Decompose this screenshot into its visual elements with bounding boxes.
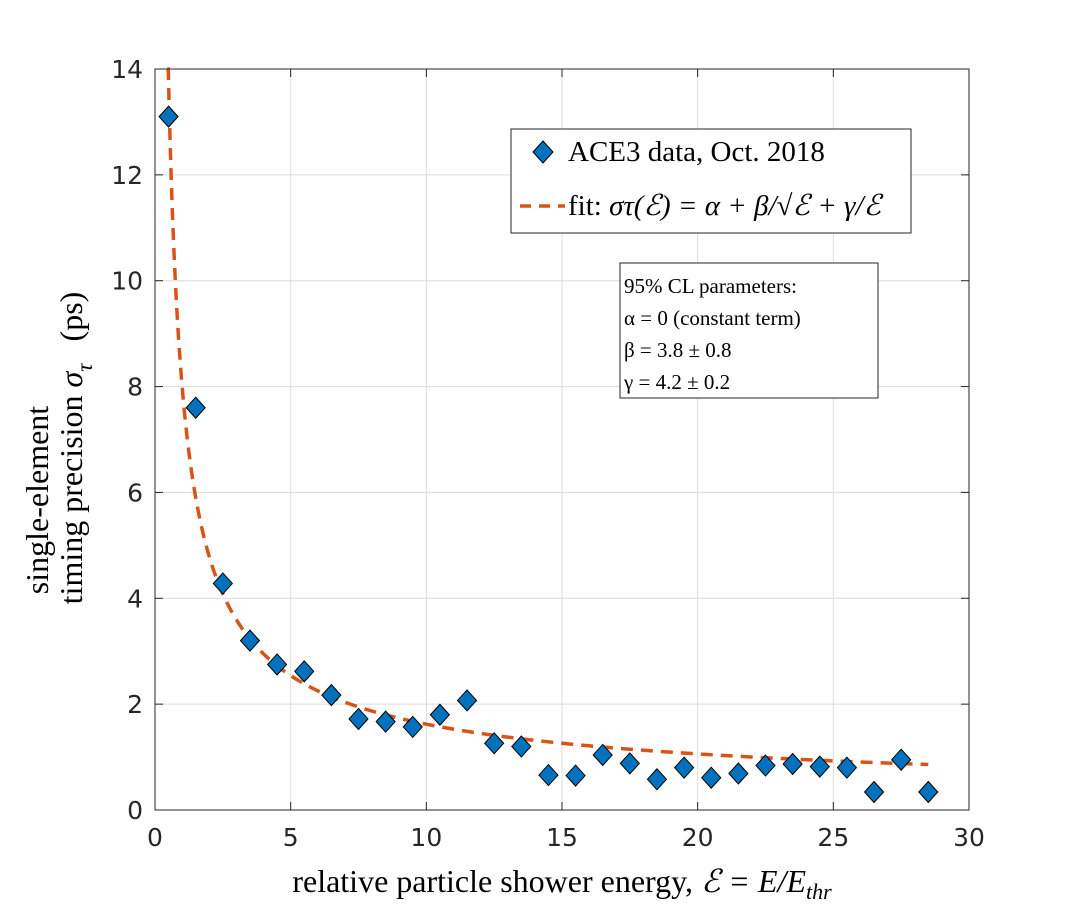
y-tick-label: 14 bbox=[111, 55, 143, 84]
ticks: 0 5 10 15 20 25 30 0 2 4 6 8 10 12 14 bbox=[111, 55, 985, 852]
params-annotation: 95% CL parameters: α = 0 (constant term)… bbox=[619, 262, 879, 399]
x-axis-label-math: ℰ = E/E bbox=[701, 863, 806, 899]
data-point bbox=[863, 780, 885, 804]
legend-fit-formula: στ(ℰ) = α + β/√ℰ + γ/ℰ bbox=[609, 190, 884, 222]
y-axis-units: (ps) bbox=[53, 292, 89, 342]
legend-fit-prefix: fit: bbox=[568, 190, 609, 222]
data-point bbox=[429, 703, 451, 726]
y-axis-sigma: σ bbox=[53, 370, 89, 387]
data-point bbox=[918, 780, 939, 804]
data-point bbox=[673, 756, 695, 779]
legend-marker-diamond bbox=[532, 140, 554, 164]
y-axis-label-text: timing precision bbox=[53, 387, 89, 604]
params-line-3: β = 3.8 ± 0.8 bbox=[624, 338, 732, 362]
params-line-1: 95% CL parameters: bbox=[624, 274, 797, 298]
data-point bbox=[212, 572, 234, 595]
y-axis-tau: τ bbox=[72, 363, 97, 372]
x-axis-label: relative particle shower energy, ℰ = E/E… bbox=[292, 863, 832, 904]
y-axis-label-line2: timing precision στ (ps) bbox=[53, 292, 97, 605]
data-point bbox=[592, 743, 613, 767]
legend: ACE3 data, Oct. 2018 fit: στ(ℰ) = α + β/… bbox=[510, 128, 912, 234]
data-point bbox=[483, 732, 505, 755]
data-point bbox=[890, 748, 912, 771]
y-axis-label-line1: single-element bbox=[19, 406, 55, 594]
data-point bbox=[321, 683, 342, 707]
data-point bbox=[348, 707, 369, 731]
legend-entry-data: ACE3 data, Oct. 2018 bbox=[568, 136, 825, 168]
y-tick-label: 10 bbox=[111, 267, 143, 296]
data-point bbox=[511, 735, 532, 758]
data-point bbox=[755, 754, 776, 777]
x-tick-label: 30 bbox=[953, 823, 985, 852]
data-point bbox=[809, 755, 830, 778]
x-axis-label-text: relative particle shower energy, bbox=[292, 863, 701, 899]
data-point bbox=[619, 752, 641, 775]
params-line-2: α = 0 (constant term) bbox=[624, 306, 801, 330]
y-tick-label: 4 bbox=[127, 584, 143, 613]
y-tick-label: 6 bbox=[127, 478, 143, 507]
params-box bbox=[619, 262, 879, 399]
data-point bbox=[646, 768, 668, 791]
data-point bbox=[375, 710, 396, 733]
data-point bbox=[456, 689, 478, 712]
data-point bbox=[266, 653, 288, 676]
y-tick-label: 0 bbox=[127, 796, 143, 825]
data-point bbox=[836, 756, 858, 779]
legend-box bbox=[510, 128, 912, 234]
legend-entry-fit: fit: στ(ℰ) = α + β/√ℰ + γ/ℰ bbox=[568, 190, 885, 222]
x-tick-label: 10 bbox=[410, 823, 442, 852]
data-point bbox=[565, 764, 586, 787]
x-tick-label: 5 bbox=[283, 823, 299, 852]
params-line-4: γ = 4.2 ± 0.2 bbox=[623, 370, 730, 394]
y-tick-label: 8 bbox=[127, 373, 143, 402]
x-tick-label: 25 bbox=[817, 823, 849, 852]
y-axis-label: single-element timing precision στ (ps) bbox=[19, 292, 97, 605]
x-tick-label: 0 bbox=[147, 823, 163, 852]
x-tick-label: 20 bbox=[682, 823, 714, 852]
data-point bbox=[294, 660, 315, 683]
x-tick-label: 15 bbox=[546, 823, 578, 852]
data-point bbox=[185, 396, 206, 419]
y-tick-label: 2 bbox=[127, 690, 143, 719]
y-tick-label: 12 bbox=[111, 161, 143, 190]
data-point bbox=[538, 763, 559, 787]
data-point bbox=[728, 762, 749, 785]
data-point bbox=[402, 715, 423, 739]
data-point bbox=[158, 105, 179, 128]
data-point bbox=[701, 766, 722, 789]
data-point bbox=[782, 752, 803, 776]
data-point bbox=[239, 629, 261, 652]
points-layer bbox=[158, 105, 939, 804]
x-axis-label-sub: thr bbox=[806, 879, 832, 904]
